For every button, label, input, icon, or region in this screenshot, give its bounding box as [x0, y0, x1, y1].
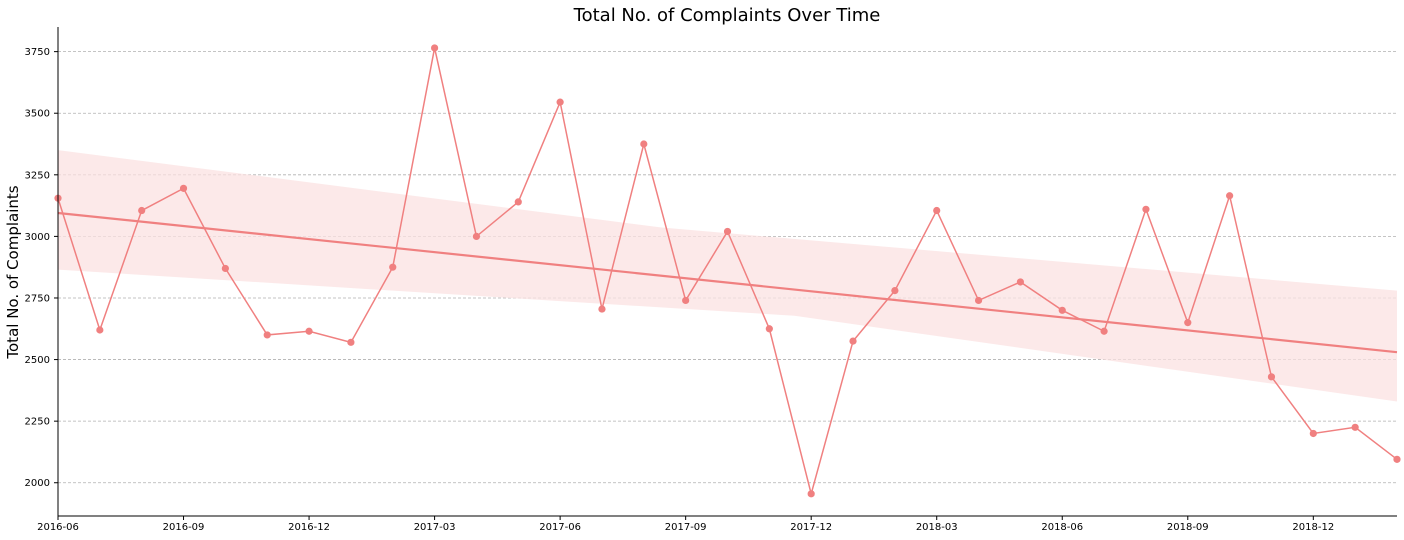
x-tick-label: 2018-09: [1167, 522, 1209, 533]
data-point: [1184, 319, 1192, 327]
data-point: [514, 198, 522, 206]
y-tick-label: 2750: [25, 293, 50, 304]
data-point: [765, 325, 773, 333]
x-tick-label: 2017-09: [665, 522, 707, 533]
data-point: [682, 296, 690, 305]
data-point: [1393, 455, 1401, 463]
data-point: [1016, 278, 1025, 286]
y-tick-label: 3250: [25, 170, 50, 181]
x-tick-label: 2018-03: [916, 522, 958, 533]
data-point: [472, 232, 481, 240]
y-tick-label: 3000: [25, 232, 50, 243]
data-point: [640, 140, 648, 148]
data-point: [138, 206, 146, 215]
data-point: [221, 264, 229, 273]
confidence-band: [58, 150, 1397, 402]
data-point: [1226, 192, 1234, 200]
data-point: [556, 98, 564, 106]
data-point: [1142, 205, 1150, 213]
data-point: [598, 305, 606, 313]
data-point: [1309, 429, 1317, 438]
data-point: [891, 286, 899, 295]
x-ticks: 2016-06 2016-09 2016-12 2017-03 2017-06 2017-…: [37, 516, 1334, 533]
data-point: [1267, 373, 1276, 381]
x-tick-label: 2016-12: [288, 522, 330, 533]
x-tick-label: 2017-03: [414, 522, 456, 533]
data-point: [723, 227, 732, 236]
data-point: [179, 184, 188, 192]
y-tick-label: 3750: [25, 47, 50, 58]
y-tick-label: 2000: [25, 478, 50, 489]
data-point: [807, 490, 815, 498]
data-points: [54, 44, 1401, 498]
data-point: [974, 296, 983, 305]
data-point: [96, 326, 104, 334]
data-point: [305, 327, 313, 335]
x-tick-label: 2016-06: [37, 522, 79, 533]
data-point: [347, 338, 355, 346]
x-tick-label: 2017-12: [790, 522, 832, 533]
data-point: [389, 263, 397, 271]
regression-line: [57, 211, 1398, 354]
data-point: [849, 337, 857, 345]
x-tick-label: 2018-12: [1292, 522, 1334, 533]
y-tick-label: 2250: [25, 417, 50, 428]
chart-title: Total No. of Complaints Over Time: [573, 5, 881, 26]
data-point: [263, 331, 271, 339]
x-tick-label: 2017-06: [539, 522, 581, 533]
data-point: [1100, 327, 1108, 335]
data-point: [1351, 423, 1359, 431]
axes: [57, 27, 1397, 517]
y-tick-label: 2500: [25, 355, 50, 366]
data-point: [430, 44, 439, 52]
data-point: [1058, 306, 1066, 314]
y-axis-label: Total No. of Complaints: [4, 185, 22, 359]
data-point: [933, 206, 941, 215]
y-ticks: 2000 2250 2500 2750 3000 3250 3500 3750: [25, 47, 58, 489]
y-tick-label: 3500: [25, 109, 50, 120]
x-tick-label: 2018-06: [1041, 522, 1083, 533]
x-tick-label: 2016-09: [163, 522, 205, 533]
